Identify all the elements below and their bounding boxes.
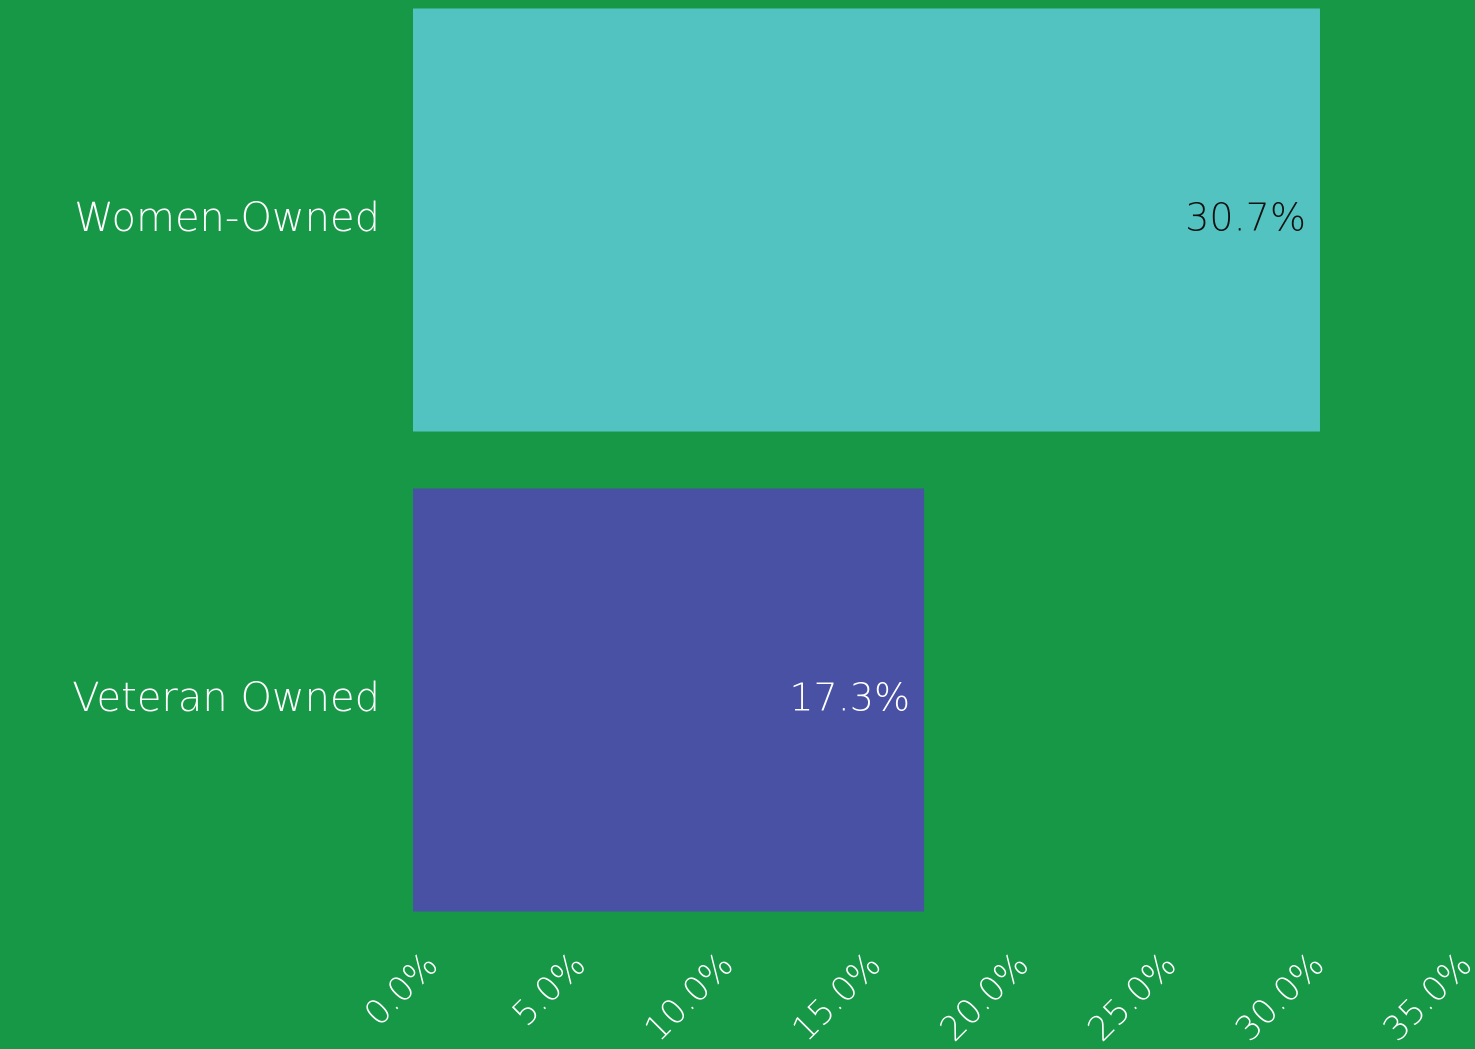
- bar: [413, 8, 1320, 432]
- bar: [413, 488, 925, 912]
- data-label: 17.3%: [789, 676, 910, 720]
- data-label: 30.7%: [1185, 196, 1306, 240]
- y-tick-label: Veteran Owned: [72, 675, 380, 721]
- y-tick-label: Women-Owned: [74, 195, 380, 241]
